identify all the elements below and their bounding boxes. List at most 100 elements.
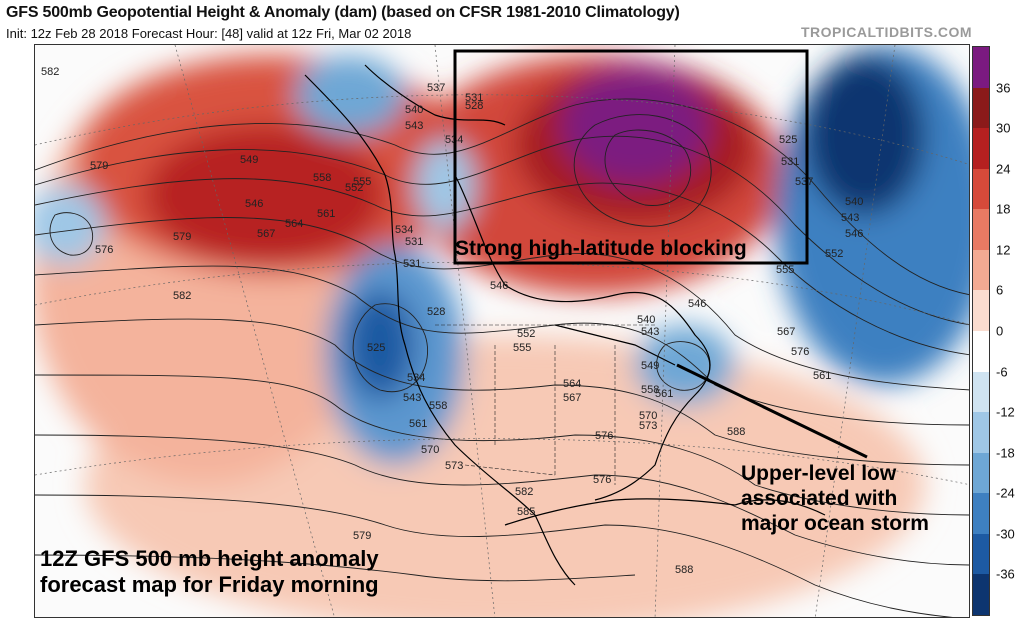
- contour-label: 558: [429, 400, 447, 412]
- contour-label: 552: [825, 248, 843, 260]
- contour-label: 546: [245, 198, 263, 210]
- contour-label: 561: [409, 418, 427, 430]
- contour-label: 582: [515, 486, 533, 498]
- colorbar-segment: [973, 290, 989, 332]
- blocking-highlight-box: [453, 49, 809, 265]
- contour-label: 555: [513, 342, 531, 354]
- colorbar-segment: [973, 452, 989, 494]
- contour-label: 576: [95, 244, 113, 256]
- contour-label: 534: [407, 372, 425, 384]
- map-caption-line2: forecast map for Friday morning: [40, 571, 379, 597]
- contour-label: 531: [465, 92, 483, 104]
- contour-label: 561: [655, 388, 673, 400]
- contour-label: 543: [841, 212, 859, 224]
- contour-label: 525: [779, 134, 797, 146]
- contour-labels: 5825795765825795375315285345405435495555…: [41, 66, 863, 576]
- contour-label: 570: [421, 444, 439, 456]
- upper-low-annotation: Upper-level low associated with major oc…: [741, 462, 929, 536]
- colorbar-tick-label: 12: [996, 242, 1011, 258]
- colorbar-segment: [973, 168, 989, 210]
- contour-label: 549: [641, 360, 659, 372]
- contour-label: 561: [813, 370, 831, 382]
- contour-label: 555: [353, 176, 371, 188]
- colorbar-tick-label: 18: [996, 201, 1011, 217]
- height-contours: [35, 98, 969, 617]
- contour-label: 546: [845, 228, 863, 240]
- contour-label: 537: [427, 82, 445, 94]
- colorbar-segment: [973, 47, 989, 89]
- contour-label: 588: [675, 564, 693, 576]
- colorbar-tick-label: 0: [996, 323, 1004, 339]
- colorbar-segment: [973, 412, 989, 454]
- blocking-annotation: Strong high-latitude blocking: [455, 237, 747, 260]
- colorbar-segment: [973, 331, 989, 373]
- storm-pointer-arrow: [676, 363, 868, 459]
- colorbar-tick-label: -36: [996, 566, 1015, 582]
- upper-low-annotation-line2: associated with: [741, 486, 898, 510]
- colorbar-segment: [973, 128, 989, 170]
- coastlines: [304, 64, 826, 586]
- map-canvas: 5825795765825795375315285345405435495555…: [35, 45, 969, 617]
- contour-label: 579: [90, 160, 108, 172]
- contour-label: 570: [639, 410, 657, 422]
- contour-label: 543: [641, 326, 659, 338]
- map-caption-line1: 12Z GFS 500 mb height anomaly: [40, 546, 379, 571]
- contour-label: 576: [595, 430, 613, 442]
- contour-label: 579: [353, 530, 371, 542]
- contour-label: 528: [427, 306, 445, 318]
- contour-label: 573: [639, 420, 657, 432]
- map-caption: 12Z GFS 500 mb height anomaly forecast m…: [40, 546, 379, 598]
- cold-anomaly-alaska: [295, 55, 405, 135]
- contour-label: 537: [795, 176, 813, 188]
- colorbar-tick-label: -6: [996, 364, 1008, 380]
- colorbar: [972, 46, 990, 616]
- contour-label: 540: [405, 104, 423, 116]
- colorbar-tick-label: 36: [996, 80, 1011, 96]
- cold-anomaly-west-pacific: [35, 185, 105, 265]
- colorbar-tick-label: -18: [996, 445, 1015, 461]
- contour-label: 540: [845, 196, 863, 208]
- contour-label: 561: [317, 208, 335, 220]
- brand-watermark[interactable]: TROPICALTIDBITS.COM: [800, 24, 972, 40]
- contour-label: 552: [517, 328, 535, 340]
- contour-label: 531: [403, 258, 421, 270]
- cold-anomaly-yukon: [415, 140, 475, 230]
- contour-label: 564: [563, 378, 581, 390]
- contour-label: 531: [781, 156, 799, 168]
- contour-label: 567: [257, 228, 275, 240]
- map-title: GFS 500mb Geopotential Height & Anomaly …: [6, 4, 680, 21]
- contour-label: 546: [490, 280, 508, 292]
- contour-label: 579: [173, 231, 191, 243]
- contour-label: 588: [727, 426, 745, 438]
- colorbar-tick-label: -24: [996, 485, 1015, 501]
- contour-label: 549: [240, 154, 258, 166]
- upper-low-annotation-line3: major ocean storm: [741, 511, 929, 535]
- contour-label: 585: [517, 506, 535, 518]
- political-borders: [435, 324, 655, 485]
- contour-label: 582: [41, 66, 59, 78]
- contour-label: 555: [776, 264, 794, 276]
- contour-label: 540: [637, 314, 655, 326]
- contour-label: 546: [688, 298, 706, 310]
- contour-label: 558: [313, 172, 331, 184]
- contour-label: 564: [285, 218, 303, 230]
- contour-label: 558: [641, 384, 659, 396]
- contour-label: 576: [791, 346, 809, 358]
- map-subtitle: Init: 12z Feb 28 2018 Forecast Hour: [48…: [6, 26, 412, 41]
- colorbar-segment: [973, 87, 989, 129]
- extreme-warm-anomaly-hudson: [560, 65, 710, 185]
- contour-label: 528: [465, 100, 483, 112]
- colorbar-segment: [973, 209, 989, 251]
- colorbar-segment: [973, 249, 989, 291]
- contour-label: 582: [173, 290, 191, 302]
- contour-label: 525: [367, 342, 385, 354]
- upper-low-annotation-line1: Upper-level low: [741, 462, 897, 485]
- contour-label: 531: [405, 236, 423, 248]
- contour-label: 567: [777, 326, 795, 338]
- colorbar-segment: [973, 533, 989, 575]
- contour-label: 552: [345, 182, 363, 194]
- colorbar-tick-label: -12: [996, 404, 1015, 420]
- anomaly-map: 582 579 576 582 579 537 531 528 534 540 543 549 555 5…: [34, 44, 970, 618]
- strong-cold-anomaly-atlantic: [805, 55, 925, 215]
- colorbar-segment: [973, 371, 989, 413]
